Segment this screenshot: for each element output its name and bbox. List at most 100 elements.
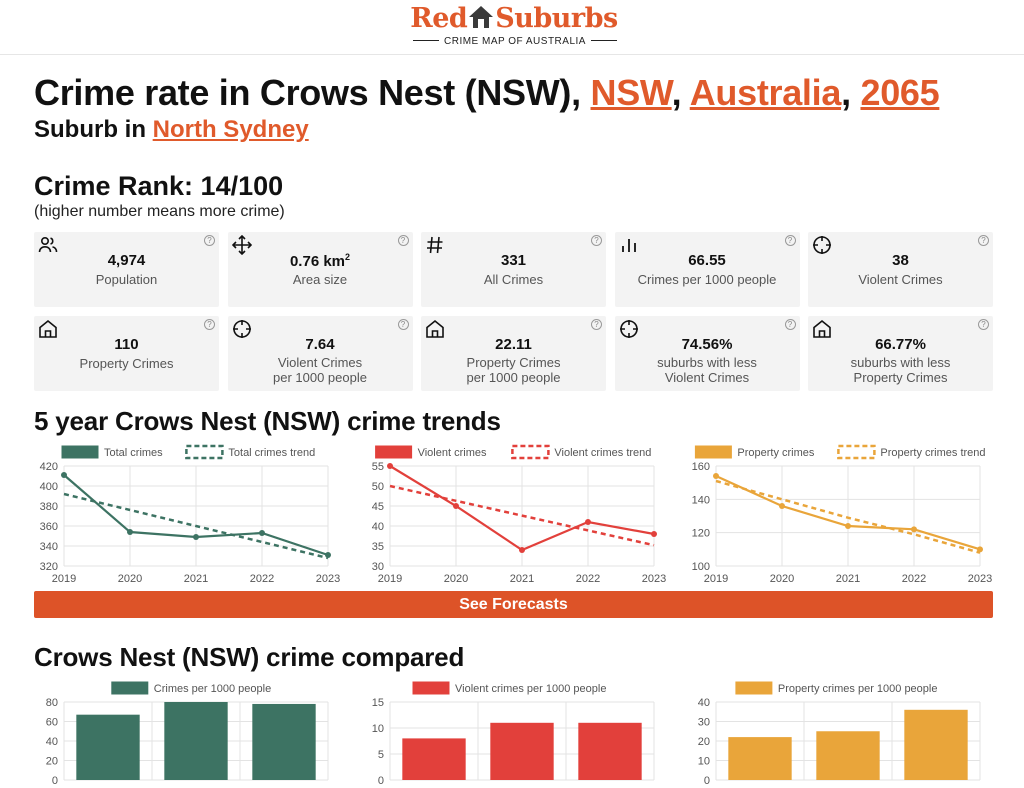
legend-label[interactable]: Total crimes trend [228,447,315,459]
legend-swatch[interactable] [111,681,149,695]
logo-tagline: CRIME MAP OF AUSTRALIA [408,36,620,48]
data-point[interactable] [845,523,851,529]
help-icon[interactable]: ? [591,319,602,330]
y-tick-label: 55 [372,461,384,473]
bar[interactable] [490,722,554,780]
data-point[interactable] [713,473,719,479]
bar[interactable] [402,738,466,780]
y-tick-label: 50 [372,481,384,493]
postcode-link[interactable]: 2065 [860,72,940,113]
stat-card: ? 110 Property Crimes [34,316,219,391]
bar[interactable] [728,737,792,780]
help-icon[interactable]: ? [397,235,409,246]
y-tick-label: 0 [52,775,58,787]
x-tick-label: 2022 [902,573,926,585]
data-point[interactable] [325,552,331,558]
data-point[interactable] [387,463,393,469]
legend-label[interactable]: Total crimes [104,447,163,459]
chart-svg: Property crimes per 1000 people 0 10 20 30 40 [698,681,981,787]
stat-card: ? 66.55 Crimes per 1000 people [614,232,800,307]
stat-value: 74.56% [681,336,733,353]
chart-legend: Property crimes Property crimes trend [694,444,986,460]
stat-label: Property Crimes [79,356,174,371]
country-link[interactable]: Australia [689,72,842,113]
y-tick-label: 340 [40,541,58,553]
legend-swatch[interactable] [735,681,773,695]
legend-swatch[interactable] [412,681,450,695]
legend-label[interactable]: Violent crimes per 1000 people [455,683,606,695]
stat-value: 0.76 km2 [289,252,351,270]
council-link[interactable]: North Sydney [152,116,309,143]
page-title-text: Crime rate in Crows Nest (NSW), [34,72,591,113]
data-point[interactable] [911,526,917,533]
stat-value: 38 [892,252,909,269]
data-point[interactable] [193,534,199,540]
stat-card: ? 22.11 Property Crimes per 1000 people [421,316,606,391]
bar[interactable] [578,722,642,780]
trend-line [389,484,655,547]
help-icon[interactable]: ? [591,235,602,246]
trend-line [715,479,981,554]
chart-grid: 30 35 40 45 50 55 2019 2020 2021 2022 2023 [372,461,666,585]
x-tick-label: 2019 [704,573,728,585]
data-point[interactable] [585,519,591,525]
crosshair-icon [812,235,832,255]
data-point[interactable] [259,530,265,536]
bar[interactable] [76,714,140,780]
legend-swatch[interactable] [61,445,99,459]
legend-label[interactable]: Violent crimes trend [554,447,651,459]
y-tick-label: 20 [698,736,710,748]
state-link[interactable]: NSW [590,72,672,113]
bar[interactable] [816,731,880,780]
legend-label[interactable]: Property crimes trend [880,447,985,459]
data-point[interactable] [127,529,133,535]
help-icon[interactable]: ? [397,319,409,330]
y-tick-label: 0 [378,775,384,787]
people-icon [38,235,58,255]
legend-swatch[interactable] [511,444,550,460]
site-logo[interactable]: Red Suburbs CRIME MAP OF AUSTRALIA [408,2,620,48]
x-tick-label: 2021 [184,573,208,585]
y-tick-label: 20 [46,756,58,768]
x-tick-label: 2020 [118,573,142,585]
legend-swatch[interactable] [694,445,732,459]
bar[interactable] [252,703,316,780]
y-tick-label: 5 [378,749,384,761]
bar[interactable] [904,709,968,780]
help-icon[interactable]: ? [978,319,989,330]
y-tick-label: 0 [704,775,710,787]
help-icon[interactable]: ? [978,235,989,246]
crime-rank-note: (higher number means more crime) [34,203,285,220]
bar-chart-icon [619,235,639,255]
stat-label: Violent Crimes per 1000 people [273,355,367,385]
total-crimes-trend-chart: Total crimes Total crimes trend 320 340 360 3… [30,440,340,588]
data-point[interactable] [61,472,67,478]
bar[interactable] [164,702,228,780]
site-header: Red Suburbs CRIME MAP OF AUSTRALIA [0,0,1024,55]
legend-label[interactable]: Property crimes [737,447,815,459]
see-forecasts-button[interactable]: See Forecasts [34,591,993,618]
legend-swatch[interactable] [185,444,224,460]
page-title: Crime rate in Crows Nest (NSW), NSW, Aus… [34,72,940,114]
data-point[interactable] [453,503,459,509]
help-icon[interactable]: ? [204,319,215,330]
stat-card: ? 4,974 Population [34,232,219,307]
y-tick-label: 40 [372,521,384,533]
legend-swatch[interactable] [375,445,413,459]
help-icon[interactable]: ? [204,235,215,246]
x-tick-label: 2023 [968,573,992,585]
legend-label[interactable]: Violent crimes [418,447,487,459]
legend-swatch[interactable] [837,444,876,460]
help-icon[interactable]: ? [784,319,796,330]
help-icon[interactable]: ? [784,235,796,246]
y-tick-label: 120 [692,528,710,540]
data-point[interactable] [651,531,657,537]
stat-value: 110 [114,336,139,353]
data-point[interactable] [779,503,785,509]
data-point[interactable] [977,546,983,553]
data-point[interactable] [519,547,525,553]
chart-grid: 100 120 140 160 2019 2020 2021 2022 2023 [692,461,993,585]
stat-card: ? 331 All Crimes [421,232,606,307]
legend-label[interactable]: Crimes per 1000 people [154,683,271,695]
legend-label[interactable]: Property crimes per 1000 people [778,683,938,695]
